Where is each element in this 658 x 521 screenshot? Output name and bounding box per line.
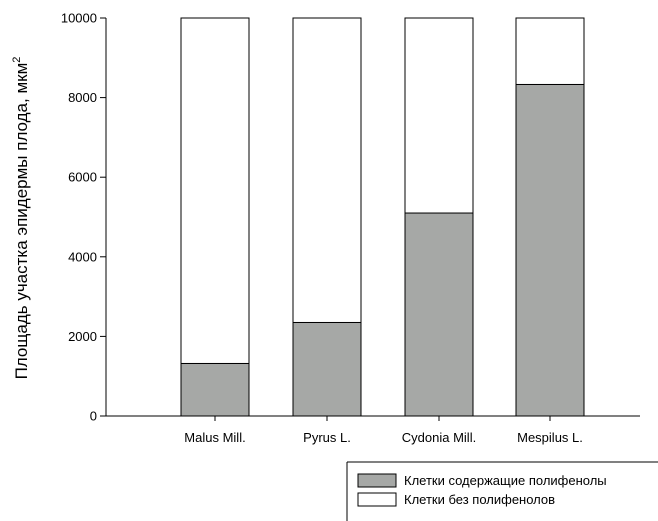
y-axis-title: Площадь участка эпидермы плода, мкм2 bbox=[11, 57, 31, 380]
bar-segment-without-polyphenols-1 bbox=[292, 17, 362, 323]
y-tick-label-1: 2000 bbox=[68, 329, 97, 344]
legend-label-0: Клетки содержащие полифенолы bbox=[404, 473, 607, 488]
x-tick-label-3: Mespilus L. bbox=[517, 430, 583, 445]
legend-swatch-0 bbox=[357, 473, 397, 488]
bar-segment-with-polyphenols-2 bbox=[404, 212, 474, 417]
bar-segment-without-polyphenols-0 bbox=[180, 17, 250, 364]
legend-swatch-1 bbox=[357, 492, 397, 507]
bar-segment-without-polyphenols-2 bbox=[404, 17, 474, 214]
y-tick-label-5: 10000 bbox=[61, 11, 97, 26]
legend-label-1: Клетки без полифенолов bbox=[404, 492, 555, 507]
y-tick-label-3: 6000 bbox=[68, 170, 97, 185]
bar-segment-with-polyphenols-1 bbox=[292, 321, 362, 417]
y-tick-label-0: 0 bbox=[90, 409, 97, 424]
x-tick-label-0: Malus Mill. bbox=[184, 430, 245, 445]
x-tick-label-1: Pyrus L. bbox=[303, 430, 351, 445]
x-tick-label-2: Cydonia Mill. bbox=[402, 430, 476, 445]
y-axis-title-superscript: 2 bbox=[11, 57, 23, 63]
legend: Клетки содержащие полифенолы Клетки без п… bbox=[346, 461, 658, 521]
y-tick-label-4: 8000 bbox=[68, 90, 97, 105]
plot-area: 0 2000 4000 6000 8000 10000 Malus Mill. Pyrus L… bbox=[61, 11, 640, 445]
svg-text:Площадь участка эпидермы плода: Площадь участка эпидермы плода, мкм2 bbox=[11, 57, 31, 380]
bar-segment-with-polyphenols-0 bbox=[180, 362, 250, 417]
bar-segment-with-polyphenols-3 bbox=[515, 83, 585, 417]
y-tick-label-2: 4000 bbox=[68, 249, 97, 264]
bar-segment-without-polyphenols-3 bbox=[515, 17, 585, 85]
y-axis-title-text: Площадь участка эпидермы плода, мкм bbox=[12, 63, 31, 380]
